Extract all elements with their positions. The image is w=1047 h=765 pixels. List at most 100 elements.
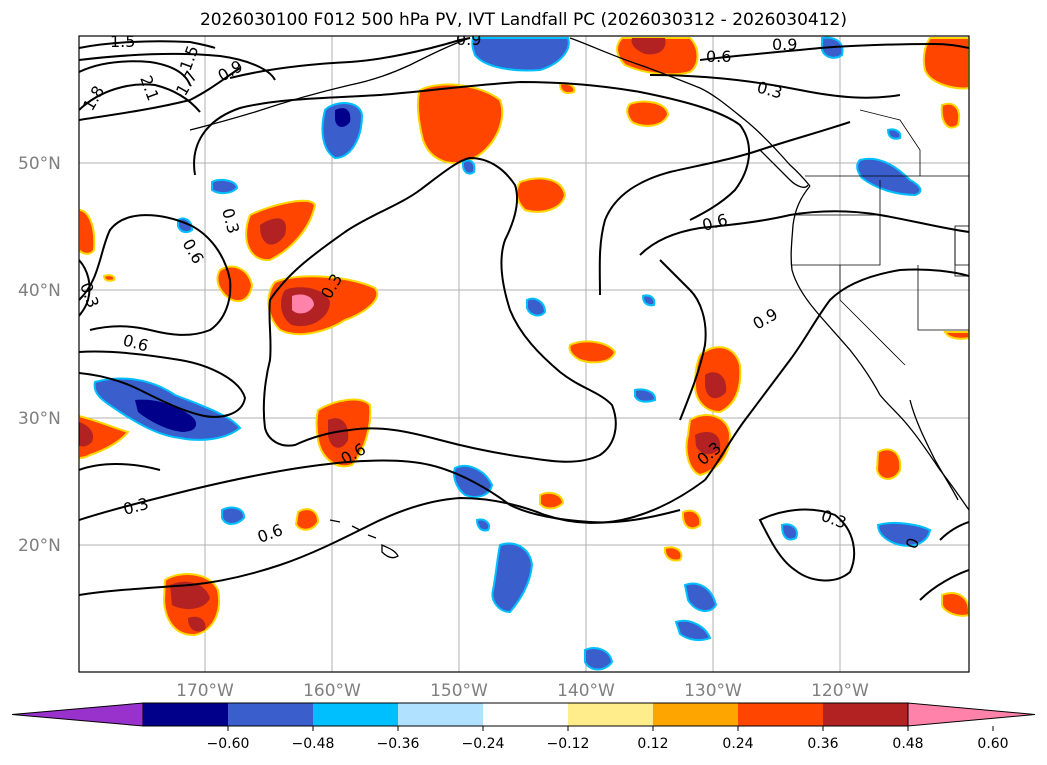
pv-patch (211, 179, 239, 195)
pv-patch (221, 506, 246, 525)
lat-label: 20°N (18, 536, 61, 556)
alaska-coast (189, 37, 471, 131)
pv-patch (328, 418, 349, 448)
contour-label: 0.9 (456, 30, 481, 49)
pv-contour (919, 569, 969, 601)
vancouver-island (759, 149, 809, 188)
colorbar-segment (653, 703, 738, 726)
pv-patch (135, 399, 197, 432)
colorbar-tick-label: 0.60 (977, 736, 1008, 752)
colorbar-tick-label: −0.36 (377, 736, 420, 752)
pv-patch (471, 37, 570, 72)
lon-label: 160°W (303, 681, 361, 701)
colorbar-tick-label: 0.36 (807, 736, 838, 752)
colorbar-segment (228, 703, 313, 726)
pv-patch (539, 491, 565, 510)
map-frame (78, 35, 970, 673)
pv-patch (876, 521, 932, 547)
pv-contour (79, 214, 232, 336)
pv-patch (170, 581, 210, 610)
lon-label: 170°W (176, 681, 234, 701)
state-border (917, 265, 969, 331)
lat-label: 50°N (18, 154, 61, 174)
colorbar-segment (568, 703, 653, 726)
pv-patch (292, 294, 314, 314)
pv-contour (79, 40, 216, 49)
pv-contour (79, 259, 91, 317)
contour-label: 0.6 (706, 47, 731, 66)
pv-patch (681, 509, 702, 530)
lat-label: 30°N (18, 409, 61, 429)
colorbar-extend-low (11, 702, 144, 727)
colorbar-outline (142, 702, 909, 727)
lon-label: 140°W (557, 681, 615, 701)
pv-patch (526, 297, 547, 317)
lat-label: 40°N (18, 281, 61, 301)
pv-contour (699, 42, 969, 61)
pv-patch (491, 542, 534, 614)
pv-patch (943, 331, 969, 340)
contour-label: 1.5 (110, 32, 135, 51)
pv-contour (939, 521, 969, 541)
pv-patch (294, 508, 320, 531)
coastlines (189, 37, 969, 559)
pv-contour (229, 37, 471, 79)
pv-patch (584, 647, 614, 671)
colorbar-segment (483, 703, 568, 726)
pv-contour (659, 259, 707, 421)
colorbar-tick-label: 0.24 (722, 736, 753, 752)
pv-patch (674, 619, 712, 642)
colorbar-tick-label: 0.12 (637, 736, 668, 752)
pv-patch (475, 518, 491, 532)
colorbar-extend-high (907, 702, 1036, 727)
pv-patch (335, 108, 351, 127)
pv-patch (705, 372, 727, 399)
alaska-coast (569, 37, 811, 187)
state-border (839, 265, 906, 366)
colorbar-tick-label: −0.24 (462, 736, 505, 752)
state-border (859, 109, 921, 176)
colorbar-segment (738, 703, 823, 726)
pv-patch (188, 616, 206, 632)
pv-patch (321, 102, 364, 160)
west-coast (790, 185, 969, 511)
pv-patch (856, 157, 922, 197)
pv-contour (649, 74, 901, 99)
pv-patch (79, 208, 96, 255)
baja-coast (909, 399, 959, 501)
pv-patch (260, 218, 286, 245)
pv-patch (663, 546, 683, 562)
pv-patch (780, 523, 798, 541)
pv-contour (758, 508, 856, 582)
pv-contour (79, 67, 241, 121)
pv-contour (193, 80, 751, 221)
colorbar-segment (823, 703, 908, 726)
contour-label: 0.9 (772, 35, 797, 54)
colorbar-tick-label: 0.48 (892, 736, 923, 752)
colorbar: −0.60 −0.48 −0.36 −0.24 −0.12 0.12 0.24 0.36 0.4… (11, 702, 1036, 752)
pv-contours (79, 37, 969, 601)
colorbar-tick-label: −0.48 (292, 736, 335, 752)
pv-contour (79, 60, 191, 86)
hawaii-islands (329, 519, 399, 559)
pv-patch (695, 431, 721, 455)
pv-contour (262, 156, 617, 463)
state-border (954, 225, 969, 277)
colorbar-segment (143, 703, 228, 726)
pv-patch (634, 388, 657, 403)
pv-patch (922, 37, 969, 90)
pv-patch (568, 340, 617, 364)
pv-contour (704, 268, 969, 481)
contour-label: 0.3 (76, 280, 103, 310)
pv-patch (102, 274, 116, 282)
positive-pv-patches (79, 37, 969, 637)
pv-patch (641, 294, 656, 307)
pv-contour (79, 463, 161, 471)
lon-label: 150°W (430, 681, 488, 701)
pv-contour (79, 52, 276, 81)
state-border (792, 215, 881, 266)
map-title: 2026030100 F012 500 hPa PV, IVT Landfall… (199, 10, 847, 30)
gridlines (79, 36, 969, 672)
pv-patch (79, 422, 94, 447)
pv-patch (941, 592, 969, 617)
